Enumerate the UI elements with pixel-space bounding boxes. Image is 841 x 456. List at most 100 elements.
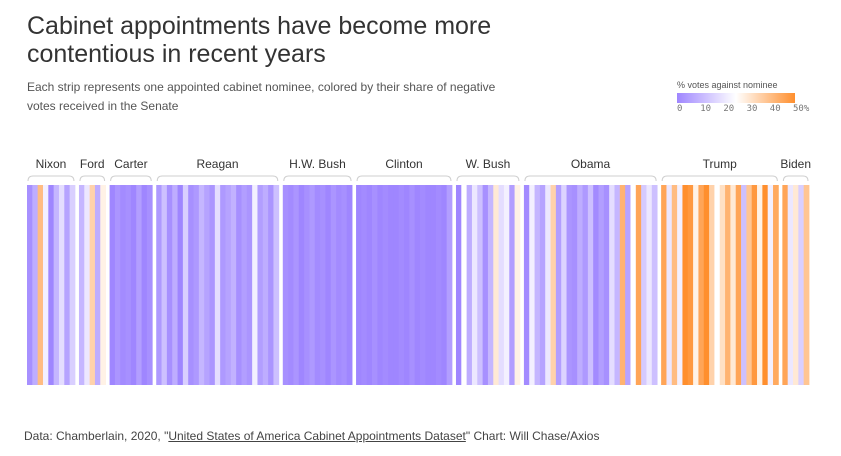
nominee-strip[interactable] bbox=[236, 185, 242, 385]
nominee-strip[interactable] bbox=[661, 185, 667, 385]
nominee-strip[interactable] bbox=[336, 185, 342, 385]
nominee-strip[interactable] bbox=[466, 185, 473, 385]
nominee-strip[interactable] bbox=[404, 185, 410, 385]
nominee-strip[interactable] bbox=[356, 185, 362, 385]
nominee-strip[interactable] bbox=[593, 185, 599, 385]
nominee-strip[interactable] bbox=[666, 185, 673, 385]
nominee-strip[interactable] bbox=[166, 185, 173, 385]
nominee-strip[interactable] bbox=[182, 185, 189, 385]
nominee-strip[interactable] bbox=[177, 185, 184, 385]
nominee-strip[interactable] bbox=[773, 185, 779, 385]
nominee-strip[interactable] bbox=[393, 185, 400, 385]
nominee-strip[interactable] bbox=[241, 185, 248, 385]
nominee-strip[interactable] bbox=[523, 185, 530, 385]
nominee-strip[interactable] bbox=[125, 185, 132, 385]
nominee-strip[interactable] bbox=[257, 185, 264, 385]
nominee-strip[interactable] bbox=[455, 185, 462, 385]
nominee-strip[interactable] bbox=[172, 185, 178, 385]
nominee-strip[interactable] bbox=[619, 185, 626, 385]
nominee-strip[interactable] bbox=[382, 185, 389, 385]
nominee-strip[interactable] bbox=[225, 185, 232, 385]
nominee-strip[interactable] bbox=[27, 185, 33, 385]
nominee-strip[interactable] bbox=[741, 185, 747, 385]
nominee-strip[interactable] bbox=[746, 185, 753, 385]
nominee-strip[interactable] bbox=[209, 185, 216, 385]
nominee-strip[interactable] bbox=[320, 185, 326, 385]
nominee-strip[interactable] bbox=[136, 185, 142, 385]
nominee-strip[interactable] bbox=[262, 185, 269, 385]
nominee-strip[interactable] bbox=[273, 185, 280, 385]
nominee-strip[interactable] bbox=[539, 185, 546, 385]
nominee-strip[interactable] bbox=[146, 185, 153, 385]
nominee-strip[interactable] bbox=[37, 185, 44, 385]
nominee-strip[interactable] bbox=[230, 185, 237, 385]
nominee-strip[interactable] bbox=[198, 185, 205, 385]
nominee-strip[interactable] bbox=[582, 185, 589, 385]
nominee-strip[interactable] bbox=[414, 185, 421, 385]
nominee-strip[interactable] bbox=[646, 185, 653, 385]
nominee-strip[interactable] bbox=[268, 185, 274, 385]
nominee-strip[interactable] bbox=[141, 185, 148, 385]
nominee-strip[interactable] bbox=[156, 185, 162, 385]
nominee-strip[interactable] bbox=[441, 185, 448, 385]
nominee-strip[interactable] bbox=[545, 185, 551, 385]
nominee-strip[interactable] bbox=[677, 185, 683, 385]
nominee-strip[interactable] bbox=[161, 185, 168, 385]
nominee-strip[interactable] bbox=[193, 185, 200, 385]
nominee-strip[interactable] bbox=[751, 185, 758, 385]
nominee-strip[interactable] bbox=[514, 185, 521, 385]
nominee-strip[interactable] bbox=[64, 185, 71, 385]
nominee-strip[interactable] bbox=[89, 185, 96, 385]
nominee-strip[interactable] bbox=[114, 185, 121, 385]
nominee-strip[interactable] bbox=[598, 185, 605, 385]
nominee-strip[interactable] bbox=[246, 185, 253, 385]
nominee-strip[interactable] bbox=[48, 185, 55, 385]
nominee-strip[interactable] bbox=[282, 185, 289, 385]
nominee-strip[interactable] bbox=[614, 185, 621, 385]
nominee-strip[interactable] bbox=[309, 185, 316, 385]
nominee-strip[interactable] bbox=[534, 185, 541, 385]
nominee-strip[interactable] bbox=[561, 185, 567, 385]
nominee-strip[interactable] bbox=[719, 185, 726, 385]
nominee-strip[interactable] bbox=[252, 185, 258, 385]
nominee-strip[interactable] bbox=[603, 185, 610, 385]
nominee-strip[interactable] bbox=[550, 185, 557, 385]
nominee-strip[interactable] bbox=[32, 185, 39, 385]
nominee-strip[interactable] bbox=[641, 185, 647, 385]
source-link[interactable]: United States of America Cabinet Appoint… bbox=[168, 429, 466, 443]
nominee-strip[interactable] bbox=[94, 185, 101, 385]
nominee-strip[interactable] bbox=[58, 185, 65, 385]
nominee-strip[interactable] bbox=[793, 185, 799, 385]
nominee-strip[interactable] bbox=[671, 185, 678, 385]
nominee-strip[interactable] bbox=[409, 185, 416, 385]
nominee-strip[interactable] bbox=[398, 185, 405, 385]
nominee-strip[interactable] bbox=[425, 185, 432, 385]
nominee-strip[interactable] bbox=[482, 185, 489, 385]
nominee-strip[interactable] bbox=[461, 185, 468, 385]
nominee-strip[interactable] bbox=[757, 185, 763, 385]
nominee-strip[interactable] bbox=[366, 185, 373, 385]
nominee-strip[interactable] bbox=[325, 185, 332, 385]
nominee-strip[interactable] bbox=[782, 185, 789, 385]
nominee-strip[interactable] bbox=[529, 185, 535, 385]
nominee-strip[interactable] bbox=[346, 185, 353, 385]
nominee-strip[interactable] bbox=[503, 185, 510, 385]
nominee-strip[interactable] bbox=[288, 185, 294, 385]
nominee-strip[interactable] bbox=[498, 185, 505, 385]
nominee-strip[interactable] bbox=[304, 185, 310, 385]
nominee-strip[interactable] bbox=[361, 185, 368, 385]
nominee-strip[interactable] bbox=[130, 185, 137, 385]
nominee-strip[interactable] bbox=[767, 185, 774, 385]
nominee-strip[interactable] bbox=[630, 185, 637, 385]
nominee-strip[interactable] bbox=[693, 185, 699, 385]
nominee-strip[interactable] bbox=[555, 185, 562, 385]
nominee-strip[interactable] bbox=[566, 185, 573, 385]
nominee-strip[interactable] bbox=[471, 185, 478, 385]
nominee-strip[interactable] bbox=[487, 185, 494, 385]
nominee-strip[interactable] bbox=[314, 185, 321, 385]
nominee-strip[interactable] bbox=[682, 185, 689, 385]
nominee-strip[interactable] bbox=[651, 185, 658, 385]
nominee-strip[interactable] bbox=[609, 185, 615, 385]
nominee-strip[interactable] bbox=[430, 185, 437, 385]
nominee-strip[interactable] bbox=[509, 185, 515, 385]
